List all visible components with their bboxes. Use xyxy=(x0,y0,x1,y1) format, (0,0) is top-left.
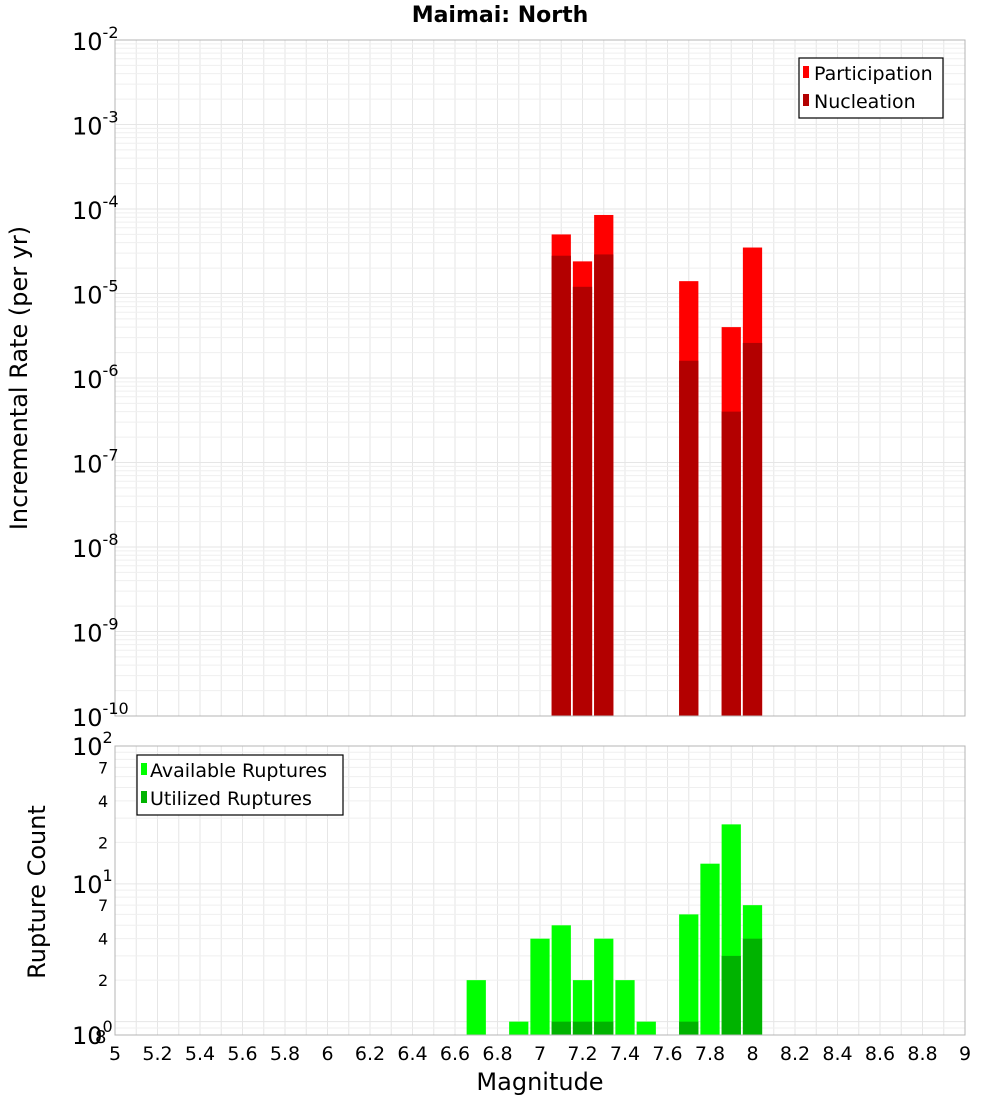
available-legend-label: Available Ruptures xyxy=(150,760,327,782)
count-legend: Available Ruptures Utilized Ruptures xyxy=(136,754,344,816)
count-bar-utilized-ruptures xyxy=(742,938,763,1035)
nucleation-legend-label: Nucleation xyxy=(814,91,916,113)
count-legend-box xyxy=(136,754,344,816)
nucleation-legend-swatch xyxy=(803,94,809,106)
rate-y-tick-label: 10-9 xyxy=(72,615,119,648)
rate-y-tick-label: 10-4 xyxy=(72,192,119,225)
rate-legend-box xyxy=(798,57,944,119)
count-bar-available-ruptures xyxy=(466,980,486,1035)
count-y-minor-label: 4 xyxy=(98,930,108,949)
count-plot-frame xyxy=(114,745,966,1036)
rate-bars xyxy=(551,214,763,717)
rate-bar-nucleation xyxy=(594,254,614,716)
count-bar-utilized-ruptures xyxy=(679,1021,699,1035)
count-bar-available-ruptures xyxy=(594,938,614,1035)
rate-y-tick-label: 10-6 xyxy=(72,361,119,394)
x-tick-label: 6.8 xyxy=(482,1043,512,1065)
x-tick-label: 8.2 xyxy=(780,1043,810,1065)
rate-bar-nucleation xyxy=(551,255,571,716)
count-bar-available-ruptures xyxy=(615,980,635,1035)
utilized-legend-swatch xyxy=(141,791,147,803)
rate-y-tick-label: 10-10 xyxy=(72,699,129,732)
count-y-tick-label: 102 xyxy=(72,728,113,761)
count-y-minor-label: 7 xyxy=(98,896,108,915)
rate-bar-nucleation xyxy=(721,411,741,716)
count-bar-available-ruptures xyxy=(509,1021,529,1035)
x-tick-label: 7.6 xyxy=(652,1043,682,1065)
count-y-tick-label: 101 xyxy=(72,866,113,899)
participation-legend-label: Participation xyxy=(814,63,933,85)
rate-y-axis-label: Incremental Rate (per yr) xyxy=(5,226,33,530)
x-axis-label: Magnitude xyxy=(476,1068,603,1096)
x-tick-label: 7.8 xyxy=(695,1043,725,1065)
rate-panel: 10-10 10-9 10-8 10-7 10-6 10-5 10-4 10-3 10-2 In… xyxy=(5,23,966,732)
x-tick-label: 5 xyxy=(109,1043,121,1065)
x-tick-label: 7.2 xyxy=(567,1043,597,1065)
rate-bar-nucleation xyxy=(572,286,593,716)
count-y-minor-label: 8 xyxy=(95,1027,106,1048)
count-bar-available-ruptures xyxy=(530,938,550,1035)
x-tick-labels: 5 5.2 5.4 5.6 5.8 6 6.2 6.4 6.6 6.8 7 7.2 7.4 7.6 7.8 8… xyxy=(109,1043,971,1065)
x-tick-label: 9 xyxy=(959,1043,971,1065)
count-bar-available-ruptures xyxy=(572,980,593,1035)
rate-y-ticks: 10-10 10-9 10-8 10-7 10-6 10-5 10-4 10-3 10-2 xyxy=(72,23,129,732)
x-tick-label: 8.6 xyxy=(865,1043,895,1065)
x-tick-label: 7.4 xyxy=(610,1043,640,1065)
rate-y-tick-label: 10-3 xyxy=(72,108,119,141)
count-y-minor-label: 7 xyxy=(98,758,108,777)
rate-y-tick-label: 10-5 xyxy=(72,277,119,310)
x-tick-label: 8.4 xyxy=(822,1043,852,1065)
rate-plot-frame xyxy=(114,39,966,717)
x-tick-label: 8.8 xyxy=(907,1043,937,1065)
utilized-legend-label: Utilized Ruptures xyxy=(150,788,312,810)
x-tick-label: 7 xyxy=(534,1043,546,1065)
x-tick-label: 6.6 xyxy=(440,1043,470,1065)
available-legend-swatch xyxy=(141,763,147,775)
x-tick-label: 6 xyxy=(321,1043,333,1065)
x-tick-label: 5.4 xyxy=(185,1043,215,1065)
x-tick-label: 5.2 xyxy=(142,1043,172,1065)
participation-legend-swatch xyxy=(803,66,809,78)
rate-y-tick-label: 10-8 xyxy=(72,530,119,563)
x-tick-label: 8 xyxy=(746,1043,758,1065)
count-y-minor-label: 2 xyxy=(98,833,108,852)
x-tick-label: 5.8 xyxy=(270,1043,300,1065)
rate-legend: Participation Nucleation xyxy=(798,57,944,119)
count-bar-available-ruptures xyxy=(551,925,571,1035)
rate-bar-nucleation xyxy=(679,360,699,716)
count-bar-utilized-ruptures xyxy=(572,1021,593,1035)
count-bar-available-ruptures xyxy=(636,1021,656,1035)
count-bar-utilized-ruptures xyxy=(551,1021,571,1035)
count-bar-available-ruptures xyxy=(700,863,720,1035)
rate-y-tick-label: 10-7 xyxy=(72,446,119,479)
count-bar-utilized-ruptures xyxy=(594,1021,614,1035)
count-bar-available-ruptures xyxy=(679,914,699,1035)
rate-grid xyxy=(114,39,966,717)
count-y-minor-label: 4 xyxy=(98,792,108,811)
count-bars xyxy=(466,824,763,1035)
count-y-minor-label: 2 xyxy=(98,971,108,990)
x-tick-label: 6.2 xyxy=(355,1043,385,1065)
rate-y-tick-label: 10-2 xyxy=(72,23,119,56)
x-tick-label: 5.6 xyxy=(227,1043,257,1065)
count-y-tick-label: 100 xyxy=(72,1017,113,1050)
x-tick-label: 6.4 xyxy=(397,1043,427,1065)
chart-title: Maimai: North xyxy=(412,3,589,28)
count-bar-utilized-ruptures xyxy=(721,955,741,1035)
count-y-axis-label: Rupture Count xyxy=(23,805,51,979)
rate-bar-nucleation xyxy=(742,342,763,716)
